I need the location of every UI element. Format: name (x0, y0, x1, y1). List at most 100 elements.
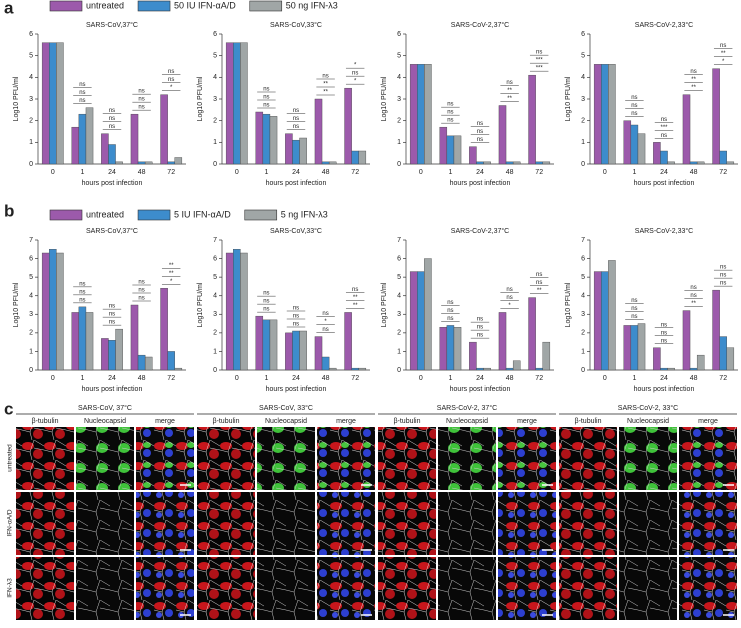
significance-label: ns (263, 95, 269, 101)
significance-label: ** (323, 90, 328, 96)
y-tick-label: 6 (581, 31, 585, 38)
x-axis-label: hours post infection (450, 386, 511, 393)
significance-label: ns (79, 281, 85, 287)
x-tick-label: 24 (476, 375, 484, 382)
x-tick-label: 0 (51, 375, 55, 382)
micrograph (257, 492, 315, 555)
y-tick-label: 4 (213, 74, 217, 81)
bar (115, 328, 123, 371)
x-tick-label: 24 (108, 169, 116, 176)
bar (660, 150, 668, 165)
significance-label: ns (631, 298, 637, 304)
y-tick-label: 6 (213, 31, 217, 38)
bar (453, 135, 462, 165)
bar (528, 74, 536, 165)
significance-label: ns (79, 297, 85, 303)
y-tick-label: 1 (29, 348, 33, 355)
y-tick-label: 0 (581, 367, 585, 374)
micrograph (498, 427, 556, 490)
bar (593, 271, 602, 371)
significance-label: ns (661, 330, 667, 336)
y-axis-label: Log10 PFU/ml (197, 282, 204, 327)
bar (225, 252, 234, 371)
significance-label: *** (660, 125, 668, 131)
bar (160, 288, 168, 371)
micrograph (136, 557, 194, 620)
bar (71, 126, 80, 165)
x-axis-label: hours post infection (266, 386, 327, 393)
bar (608, 260, 616, 371)
significance-label: ns (293, 322, 299, 328)
bar (255, 315, 264, 371)
y-tick-label: 3 (397, 96, 401, 103)
significance-label: ns (293, 124, 299, 130)
significance-label: ns (322, 74, 328, 80)
bar (101, 338, 109, 371)
x-tick-label: 1 (264, 169, 268, 176)
significance-label: ns (506, 80, 512, 86)
y-tick-label: 4 (581, 74, 585, 81)
bar (314, 336, 323, 371)
significance-label: ** (323, 82, 328, 88)
bar (41, 42, 50, 165)
bar (49, 249, 57, 371)
bar (160, 94, 168, 165)
significance-label: * (354, 63, 357, 69)
significance-label: * (508, 303, 511, 309)
micrograph (197, 492, 255, 555)
bar (630, 124, 639, 165)
bar (321, 356, 330, 371)
significance-label: ns (506, 295, 512, 301)
significance-label: ns (447, 316, 453, 322)
y-axis-label: Log10 PFU/ml (381, 282, 388, 327)
bar (49, 42, 57, 165)
micrograph (679, 427, 737, 490)
significance-label: ns (138, 280, 144, 286)
bar (299, 137, 307, 165)
bar (712, 68, 720, 165)
x-tick-label: 72 (167, 375, 175, 382)
significance-label: ns (109, 108, 115, 114)
y-tick-label: 2 (29, 330, 33, 337)
bar (476, 161, 484, 165)
bar (637, 133, 646, 165)
y-tick-label: 5 (213, 274, 217, 281)
micrograph (317, 492, 375, 555)
significance-label: ns (661, 133, 667, 139)
micrograph (559, 557, 617, 620)
significance-label: ns (352, 71, 358, 77)
bar (167, 161, 175, 165)
bar (85, 107, 94, 165)
significance-label: ns (690, 293, 696, 299)
y-tick-label: 5 (29, 53, 33, 60)
bar (653, 142, 661, 165)
bar (726, 161, 735, 165)
legend-label: 5 ng IFN-λ3 (281, 209, 328, 219)
bar (535, 161, 543, 165)
bar (512, 161, 521, 165)
significance-label: ns (477, 137, 483, 143)
micrograph (16, 492, 74, 555)
x-tick-label: 48 (322, 375, 330, 382)
bar (344, 87, 352, 165)
bar (601, 64, 609, 165)
x-tick-label: 1 (448, 169, 452, 176)
y-tick-label: 2 (29, 118, 33, 125)
y-tick-label: 2 (213, 330, 217, 337)
x-tick-label: 48 (690, 375, 698, 382)
bar (174, 367, 183, 371)
bar (285, 332, 293, 371)
legend-swatch (244, 209, 278, 221)
significance-label: ns (168, 77, 174, 83)
x-tick-label: 24 (292, 169, 300, 176)
micrograph (679, 557, 737, 620)
bar (269, 116, 278, 165)
x-tick-label: 0 (419, 169, 423, 176)
y-tick-label: 5 (397, 53, 401, 60)
bar (321, 161, 330, 165)
significance-label: ns (79, 82, 85, 88)
significance-label: ns (690, 69, 696, 75)
legend-swatch (49, 209, 83, 221)
y-tick-label: 1 (397, 139, 401, 146)
significance-label: ns (263, 87, 269, 93)
